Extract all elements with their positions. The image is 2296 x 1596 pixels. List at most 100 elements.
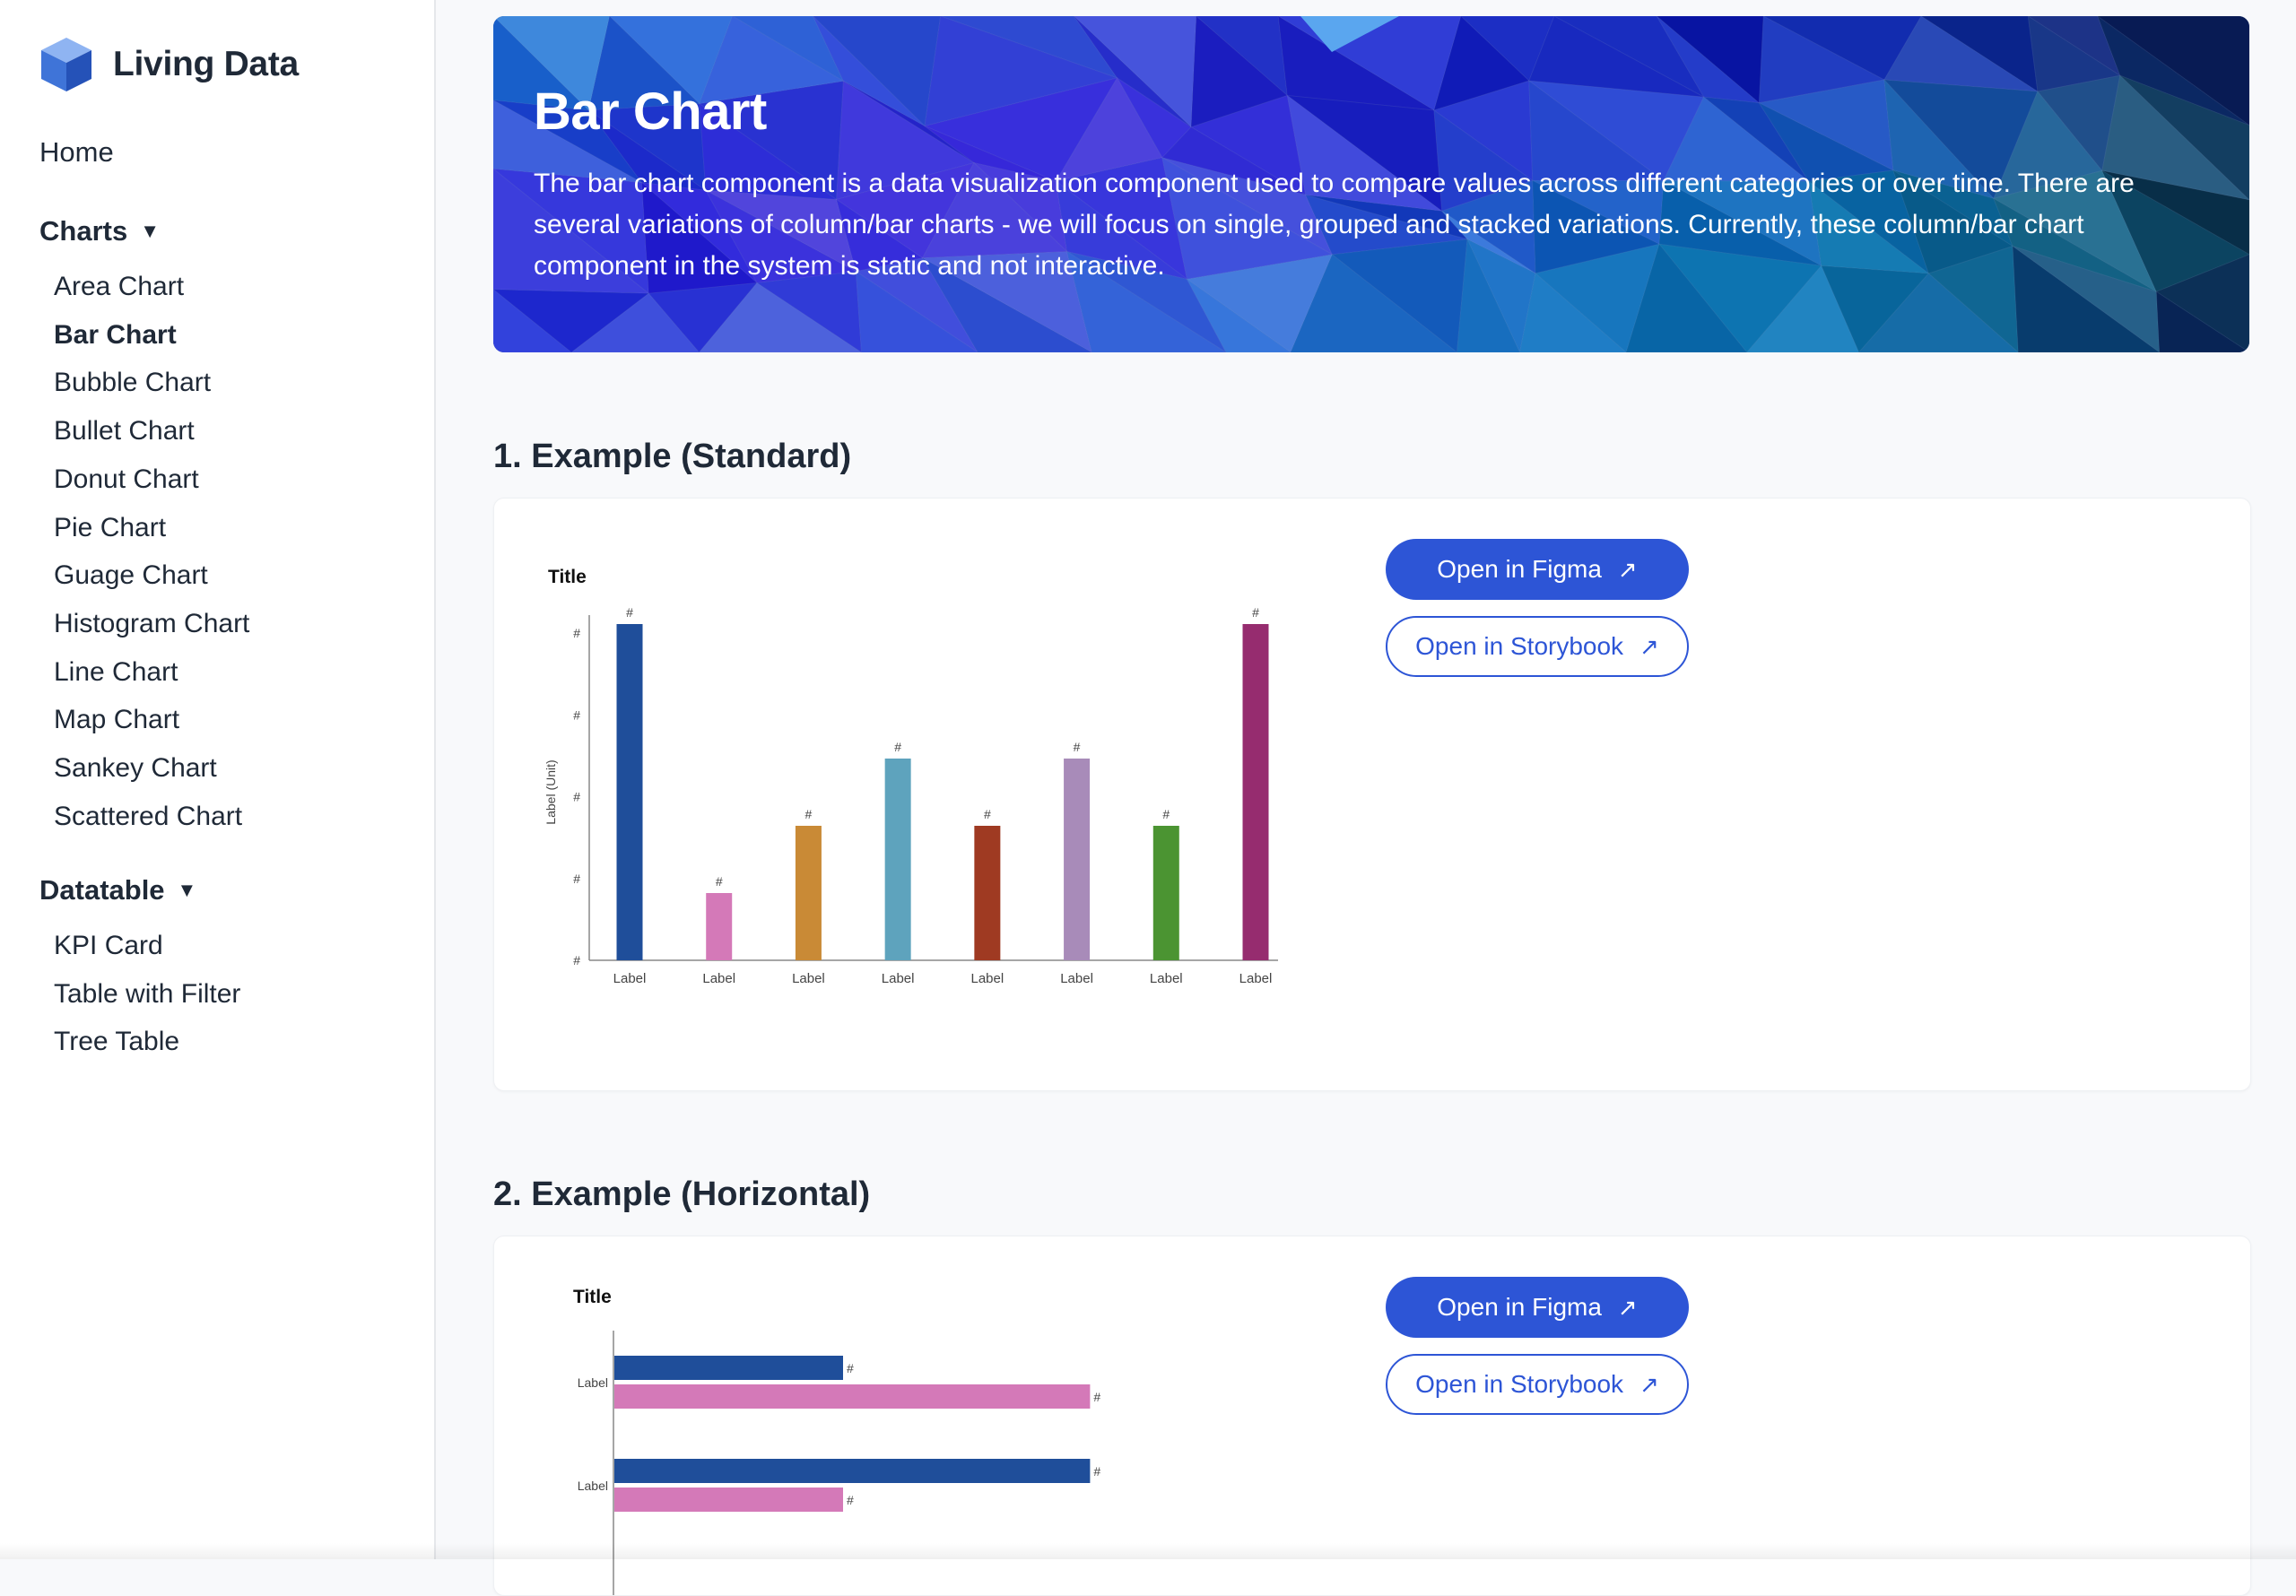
hero-polygon [2155,291,2249,352]
sidebar-item-sankey-chart[interactable]: Sankey Chart [54,753,217,783]
hero-polygon [1518,272,1627,352]
bar[interactable] [884,759,911,960]
sidebar-section-label: Datatable [39,874,165,906]
hero-polygon [1927,245,2019,352]
bar-data-label: # [1074,740,1081,754]
hero-polygon [1746,265,1860,352]
open-in-storybook-button[interactable]: Open in Storybook ↗ [1386,616,1689,677]
hero-polygon [924,126,1057,182]
hero-polygon [641,181,759,294]
bar[interactable] [706,893,733,960]
bar[interactable] [616,624,643,960]
button-label: Open in Storybook [1415,632,1624,660]
hero-polygon [1290,254,1458,352]
hero-polygon [1656,16,1761,104]
hero-polygon [1892,169,2014,274]
sidebar-item-bullet-chart[interactable]: Bullet Chart [54,416,195,447]
bar[interactable] [1064,759,1091,960]
button-label: Open in Figma [1437,1293,1602,1321]
bar-data-label: # [1093,1464,1100,1479]
hero-polygon [1857,273,2020,352]
hero-banner: Bar Chart The bar chart component is a d… [493,16,2249,352]
x-tick-label: Label [882,971,915,986]
bottom-fade [0,1543,2296,1559]
external-link-icon: ↗ [1639,633,1659,660]
external-link-icon: ↗ [1639,1371,1659,1398]
bar[interactable] [614,1488,843,1512]
chart-title: Title [548,567,587,587]
bar[interactable] [614,1356,843,1380]
sidebar-item-home[interactable]: Home [39,136,114,168]
hero-polygon [570,292,700,352]
bar-data-label: # [626,605,633,620]
brand[interactable]: Living Data [39,36,299,93]
page-description: The bar chart component is a data visual… [534,169,2135,281]
bar[interactable] [974,826,1001,960]
bar-chart-standard: Title Label (Unit) # # # # # # Label # Label # Label… [544,567,1278,986]
hero-polygon [1055,76,1163,182]
section-title: 2. Example (Horizontal) [493,1175,871,1213]
x-tick-label: Label [1060,971,1093,986]
external-link-icon: ↗ [1617,1294,1638,1321]
bar-data-label: # [1093,1390,1100,1404]
sidebar-item-guage-chart[interactable]: Guage Chart [54,560,208,591]
hero-polygon [920,251,1092,352]
hero-polygon [1066,251,1227,352]
hero-polygon [1625,243,1748,352]
sidebar-item-scattered-chart[interactable]: Scattered Chart [54,801,243,831]
bar[interactable] [1152,826,1179,960]
bar[interactable] [614,1459,1091,1483]
bar-data-label: # [1252,605,1259,620]
bar[interactable] [795,826,822,960]
hero-polygon [1528,80,1665,182]
y-tick-label: # [573,790,580,804]
sidebar-section-datatable[interactable]: Datatable ▼ [39,874,196,906]
sidebar-item-histogram-chart[interactable]: Histogram Chart [54,608,250,638]
bar-data-label: # [805,807,813,821]
open-in-figma-button[interactable]: Open in Figma ↗ [1386,1277,1689,1338]
example-card-standard: Title Label (Unit) # # # # # # Label # Label # Label… [493,498,2251,1091]
bar[interactable] [1242,624,1269,960]
sidebar: Living Data Home Charts ▼ Area Chart Bar … [0,0,436,1559]
cube-logo-icon [41,38,91,91]
sidebar-item-tree-table[interactable]: Tree Table [54,1027,180,1057]
y-tick-label: Label [578,1375,608,1390]
sidebar-item-table-with-filter[interactable]: Table with Filter [54,978,241,1009]
sidebar-item-bubble-chart[interactable]: Bubble Chart [54,368,212,398]
hero-polygon [1528,16,1704,98]
bar-data-label: # [894,740,901,754]
section-title: 1. Example (Standard) [493,438,852,475]
page-title: Bar Chart [534,82,767,141]
bar-data-label: # [984,807,991,821]
sidebar-item-donut-chart[interactable]: Donut Chart [54,464,199,494]
polygon-background [493,16,2249,352]
hero-polygon [1190,16,1289,128]
hero-polygon [699,102,839,201]
hero-polygon [813,16,926,127]
brand-name: Living Data [113,45,299,83]
sidebar-item-kpi-card[interactable]: KPI Card [54,931,163,960]
sidebar-item-pie-chart[interactable]: Pie Chart [54,512,167,542]
open-in-figma-button[interactable]: Open in Figma ↗ [1386,539,1689,600]
caret-down-icon: ▼ [177,879,197,901]
open-in-storybook-button[interactable]: Open in Storybook ↗ [1386,1354,1689,1415]
external-link-icon: ↗ [1617,556,1638,583]
bar-data-label: # [716,874,723,889]
y-axis-label: Label (Unit) [544,759,558,824]
hero-polygon [1456,238,1521,352]
sidebar-item-map-chart[interactable]: Map Chart [54,705,180,735]
hero-polygon [1432,80,1534,182]
sidebar-item-bar-chart[interactable]: Bar Chart [54,319,177,350]
x-tick-label: Label [792,971,825,986]
chart-title: Title [573,1287,612,1307]
sidebar-section-label: Charts [39,215,128,247]
sidebar-item-line-chart[interactable]: Line Chart [54,656,178,687]
sidebar-section-charts[interactable]: Charts ▼ [39,215,160,247]
bar[interactable] [614,1384,1091,1409]
hero-polygon [1065,250,1227,352]
bar-data-label: # [847,1361,854,1375]
x-tick-label: Label [1239,971,1273,986]
hero-polygon [1187,278,1292,352]
sidebar-item-area-chart[interactable]: Area Chart [54,272,185,301]
x-tick-label: Label [613,971,647,986]
